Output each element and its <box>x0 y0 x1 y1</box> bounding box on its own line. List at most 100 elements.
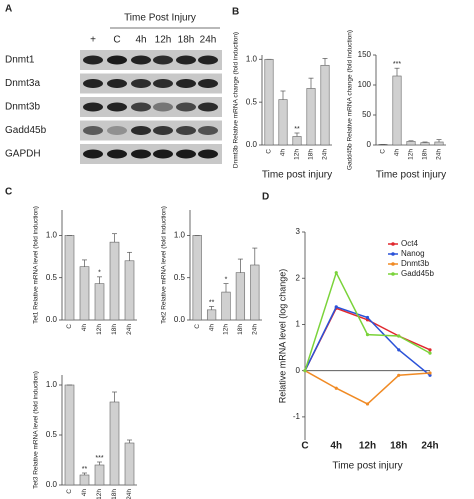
bar <box>64 235 75 321</box>
y-tick-label: 0.0 <box>46 480 58 489</box>
blot-band <box>83 102 103 112</box>
significance: *** <box>393 61 401 68</box>
x-tick-label: 12h <box>96 324 103 335</box>
y-tick-label: 0.0 <box>46 315 58 324</box>
legend-label: Nanog <box>401 249 425 258</box>
blot-band <box>131 79 151 88</box>
point <box>397 334 401 338</box>
x-tick-label: C <box>301 441 308 452</box>
blot-band <box>83 149 103 159</box>
y-axis-label: Tet2 Relative mRNA level (fold induction… <box>161 206 168 324</box>
y-tick-label: 100 <box>358 80 372 89</box>
y-tick-label: 3 <box>296 227 301 236</box>
bar <box>64 384 75 486</box>
blot-band <box>83 55 103 65</box>
significance: * <box>225 276 228 283</box>
panel-letter: D <box>262 192 269 203</box>
row-label: Dnmt1 <box>5 55 35 66</box>
y-tick-label: 2 <box>296 273 301 282</box>
y-tick-label: 0.0 <box>174 315 186 324</box>
blot-band <box>198 79 218 88</box>
blot-title: Time Post Injury <box>124 13 196 24</box>
x-tick-label: 24h <box>421 441 438 452</box>
y-tick-label: 1.0 <box>46 380 58 389</box>
point <box>365 315 370 320</box>
x-tick-label: 24h <box>126 489 133 499</box>
x-tick-label: C <box>194 324 201 329</box>
x-tick-label: 18h <box>422 149 429 160</box>
significance: ** <box>82 466 88 473</box>
blot-band <box>198 55 218 65</box>
x-tick-label: C <box>266 149 273 154</box>
x-axis-label: Time post injury <box>262 170 332 181</box>
bar <box>434 141 444 146</box>
blot-band <box>153 102 173 112</box>
y-tick-label: 0.5 <box>246 97 258 106</box>
legend-label: Gadd45b <box>401 269 434 278</box>
blot-band <box>176 149 196 159</box>
bar <box>278 99 288 146</box>
bar <box>94 464 105 486</box>
x-tick-label: 4h <box>330 441 342 452</box>
x-tick-label: 4h <box>81 489 88 497</box>
bar <box>221 291 231 321</box>
bar <box>306 88 316 146</box>
blot-band <box>131 55 151 65</box>
x-tick-label: C <box>66 324 73 329</box>
bar <box>320 64 330 146</box>
bar <box>192 235 202 321</box>
y-axis-label: Tet1 Relative mRNA level (fold induction… <box>33 206 40 324</box>
bar <box>406 141 416 146</box>
x-tick-label: 12h <box>223 324 230 335</box>
panel-letter: B <box>232 7 239 18</box>
point <box>428 373 432 377</box>
bar <box>292 136 302 146</box>
panel-letter: C <box>5 187 12 198</box>
significance: ** <box>294 126 300 133</box>
y-axis-label: Tet3 Relative mRNA level (fold induction… <box>33 371 40 489</box>
x-tick-label: 18h <box>111 489 118 499</box>
x-tick-label: 18h <box>390 441 407 452</box>
y-tick-label: 0.5 <box>46 273 58 282</box>
blot-band <box>131 102 151 112</box>
bar <box>124 260 135 321</box>
x-tick-label: 18h <box>111 324 118 335</box>
lane-label: 4h <box>135 35 146 46</box>
x-tick-label: 12h <box>294 149 301 160</box>
point <box>365 402 370 406</box>
bar <box>250 264 260 321</box>
blot-band <box>198 149 218 159</box>
y-tick-label: 0 <box>367 140 372 149</box>
blot-band <box>176 126 196 135</box>
row-label: GAPDH <box>5 149 41 160</box>
y-tick-label: 1 <box>296 320 301 329</box>
blot-band <box>153 149 173 159</box>
point <box>334 271 338 275</box>
y-tick-label: 0.0 <box>246 140 258 149</box>
bar <box>79 474 90 486</box>
bar <box>79 266 90 321</box>
series-line <box>304 270 431 371</box>
lane-label: C <box>113 35 120 46</box>
y-tick-label: 1.0 <box>46 230 58 239</box>
series-line <box>304 370 431 405</box>
x-tick-label: 4h <box>208 324 215 332</box>
legend-label: Dnmt3b <box>401 259 430 268</box>
significance: *** <box>95 455 103 462</box>
x-tick-label: 24h <box>126 324 133 335</box>
y-tick-label: 0.5 <box>174 273 186 282</box>
blot-band <box>131 149 151 159</box>
significance: * <box>98 270 101 277</box>
point <box>397 373 401 377</box>
lane-label: 18h <box>178 35 195 46</box>
bar <box>94 283 105 321</box>
lane-label: 24h <box>200 35 217 46</box>
blot-band <box>107 102 127 112</box>
blot-band <box>107 79 127 88</box>
point <box>428 351 432 355</box>
x-tick-label: 12h <box>96 489 103 499</box>
blot-band <box>107 55 127 65</box>
bar <box>109 241 120 321</box>
y-tick-label: 0.5 <box>46 430 58 439</box>
